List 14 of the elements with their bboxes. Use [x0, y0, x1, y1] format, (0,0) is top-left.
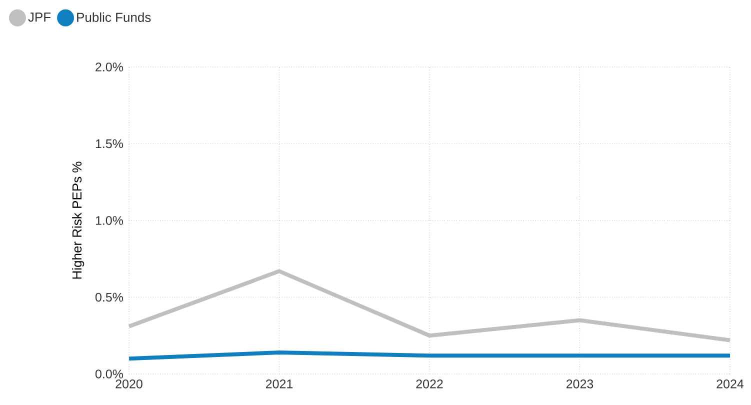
line-series	[127, 269, 732, 342]
x-tick-label: 2024	[716, 380, 744, 388]
y-tick-label: 0.0%	[95, 370, 124, 378]
x-tick-label: 2022	[416, 380, 443, 388]
x-tick-label: 2021	[266, 380, 293, 388]
y-axis-title: Higher Risk PEPs %	[72, 162, 84, 279]
y-tick-label: 1.0%	[96, 216, 124, 225]
legend-label: JPF	[28, 12, 51, 22]
x-tick-label: 2020	[116, 380, 142, 388]
y-tick-label: 1.5%	[96, 139, 124, 148]
y-tick-label: 2.0%	[96, 62, 124, 72]
y-tick-label: 0.5%	[95, 292, 124, 302]
legend-label: Public Funds	[77, 12, 151, 22]
x-tick-label: 2023	[566, 380, 594, 388]
